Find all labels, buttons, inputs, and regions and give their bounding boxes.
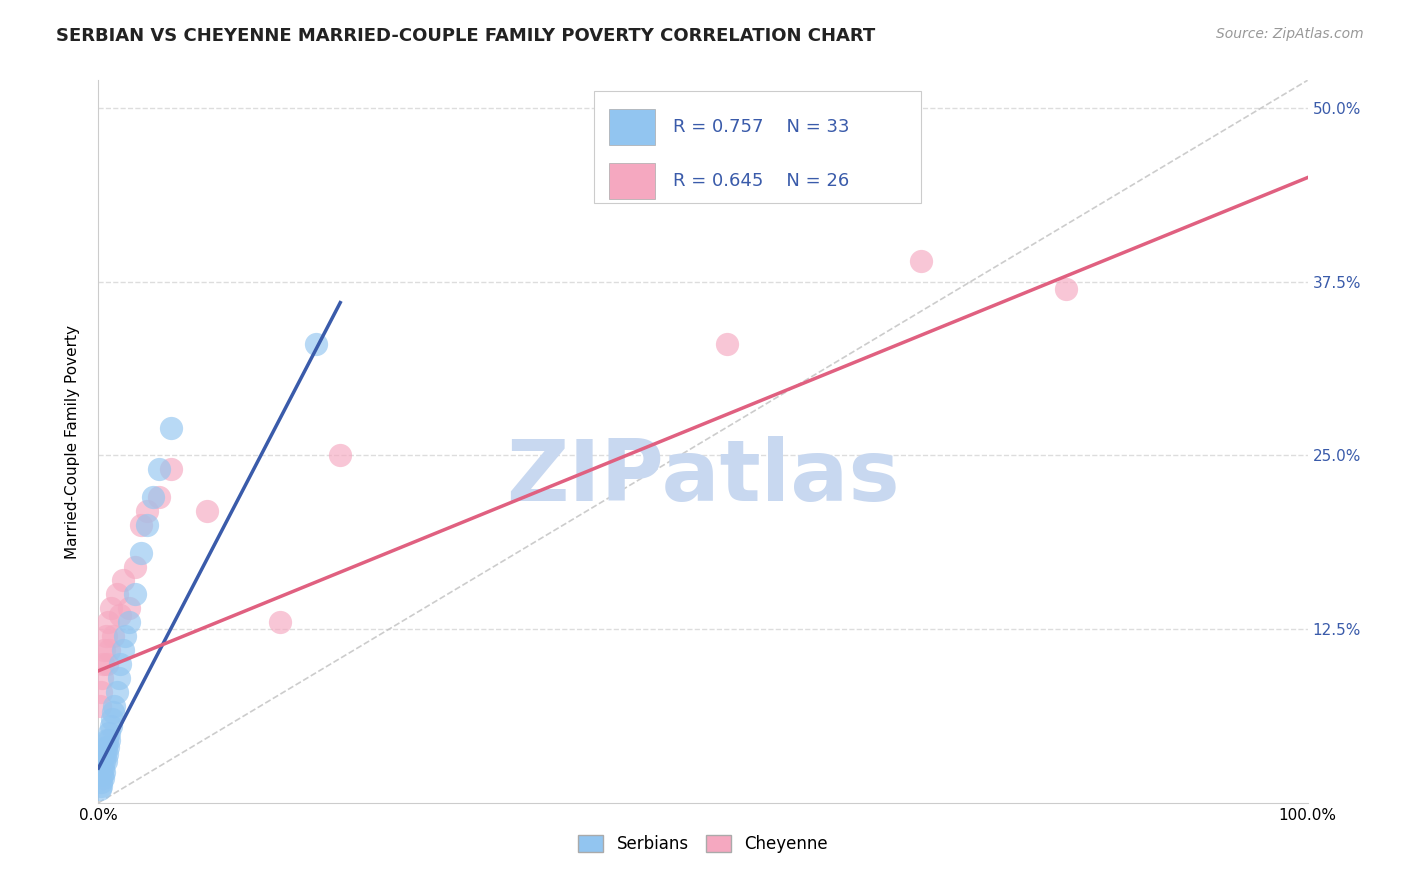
Point [93, 643, 115, 657]
Point [135, 517, 157, 532]
Point [100, 713, 122, 727]
Point [90, 775, 112, 789]
Point [108, 657, 131, 671]
Point [100, 719, 122, 733]
Text: R = 0.757    N = 33: R = 0.757 N = 33 [672, 119, 849, 136]
Point [91, 671, 114, 685]
Point [96, 740, 118, 755]
Point [105, 587, 128, 601]
Point [118, 601, 141, 615]
Text: R = 0.645    N = 26: R = 0.645 N = 26 [672, 172, 849, 190]
Point [100, 601, 122, 615]
FancyBboxPatch shape [595, 91, 921, 203]
Point [98, 643, 121, 657]
Point [910, 253, 932, 268]
Point [124, 559, 146, 574]
Point [91, 761, 114, 775]
Point [97, 740, 120, 755]
Point [90, 779, 112, 793]
Point [96, 747, 118, 761]
Point [94, 629, 117, 643]
Point [103, 698, 125, 713]
Point [89, 698, 111, 713]
Point [89, 781, 111, 796]
Point [96, 733, 118, 747]
Point [329, 449, 352, 463]
Point [1054, 282, 1077, 296]
Point [94, 754, 117, 768]
Point [129, 517, 152, 532]
Point [101, 706, 124, 720]
Point [98, 733, 121, 747]
Point [94, 747, 117, 761]
Point [108, 671, 131, 685]
Point [148, 490, 170, 504]
Point [148, 462, 170, 476]
Point [97, 615, 120, 630]
Point [96, 657, 118, 671]
Point [90, 684, 112, 698]
FancyBboxPatch shape [609, 163, 655, 200]
Text: SERBIAN VS CHEYENNE MARRIED-COUPLE FAMILY POVERTY CORRELATION CHART: SERBIAN VS CHEYENNE MARRIED-COUPLE FAMIL… [56, 27, 876, 45]
Point [716, 337, 738, 351]
Point [101, 629, 124, 643]
Y-axis label: Married-Couple Family Poverty: Married-Couple Family Poverty [65, 325, 80, 558]
Point [142, 490, 165, 504]
Text: Source: ZipAtlas.com: Source: ZipAtlas.com [1216, 27, 1364, 41]
Point [305, 337, 328, 351]
Point [129, 546, 152, 560]
Point [195, 504, 218, 518]
Legend: Serbians, Cheyenne: Serbians, Cheyenne [572, 828, 834, 860]
Point [108, 608, 131, 623]
Point [97, 726, 120, 740]
Point [91, 768, 114, 782]
Point [118, 615, 141, 630]
Point [160, 462, 183, 476]
FancyBboxPatch shape [609, 109, 655, 145]
Point [269, 615, 291, 630]
Text: ZIPatlas: ZIPatlas [506, 436, 900, 519]
Point [91, 771, 114, 785]
Point [114, 629, 136, 643]
Point [124, 587, 146, 601]
Point [93, 765, 115, 780]
Point [135, 504, 157, 518]
Point [93, 754, 115, 768]
Point [91, 657, 114, 671]
Point [111, 574, 134, 588]
Point [111, 643, 134, 657]
Point [160, 420, 183, 434]
Point [105, 684, 128, 698]
